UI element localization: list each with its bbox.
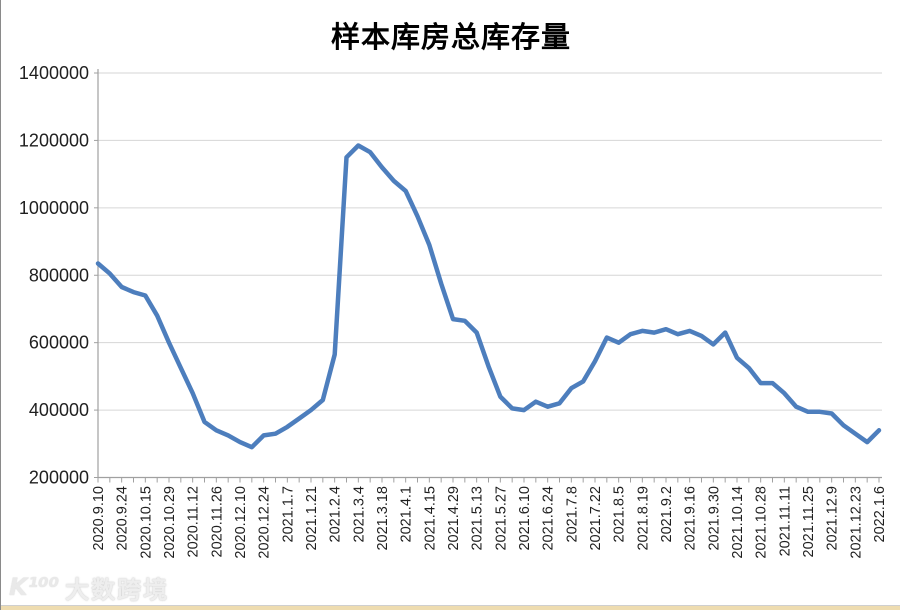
x-axis-label: 2020.11.12 — [186, 486, 202, 558]
x-axis-label: 2021.4.1 — [399, 486, 415, 542]
y-axis-label: 800000 — [29, 265, 89, 285]
x-axis-label: 2020.11.26 — [209, 486, 225, 558]
x-axis-ticks — [94, 72, 880, 483]
x-axis-label: 2020.12.10 — [233, 486, 249, 559]
x-axis-label: 2021.12.9 — [825, 486, 841, 551]
x-axis-label: 2021.3.18 — [375, 486, 391, 551]
x-axis-label: 2021.9.16 — [683, 486, 699, 551]
x-axis-label: 2021.8.19 — [635, 486, 651, 551]
x-axis-label: 2021.1.7 — [280, 486, 296, 542]
y-axis-label: 1200000 — [19, 130, 89, 150]
x-axis-label: 2021.7.22 — [588, 486, 604, 551]
x-axis-label: 2021.8.5 — [612, 486, 628, 542]
y-axis-label: 1400000 — [19, 63, 89, 83]
x-axis-label: 2021.6.24 — [541, 486, 557, 551]
x-axis-label: 2020.9.10 — [91, 486, 107, 551]
y-axis-label: 200000 — [29, 468, 89, 488]
x-axis-label: 2021.11.25 — [801, 486, 817, 558]
x-axis-label: 2021.3.4 — [351, 486, 367, 542]
x-axis-label: 2021.4.29 — [446, 486, 462, 551]
x-axis-label: 2021.9.2 — [659, 486, 675, 542]
x-axis-label: 2021.10.14 — [730, 486, 746, 559]
x-axis-label: 2021.5.13 — [470, 486, 486, 551]
x-axis-label: 2021.12.23 — [848, 486, 864, 559]
x-axis-label: 2021.10.28 — [754, 486, 770, 559]
x-axis-label: 2021.4.15 — [422, 486, 438, 551]
x-axis-label: 2021.5.27 — [493, 486, 509, 551]
inventory-trend-line — [95, 143, 882, 450]
x-axis-label: 2022.1.6 — [872, 486, 888, 542]
x-axis-label: 2021.9.30 — [706, 486, 722, 551]
x-axis-label: 2021.2.4 — [328, 486, 344, 542]
gridlines — [98, 72, 882, 478]
axes — [97, 69, 882, 479]
x-axis-labels: 2020.9.10 2020.9.24 2020.10.15 2020.10.29 20… — [91, 486, 888, 559]
x-axis-label: 2020.9.24 — [115, 486, 131, 551]
x-axis-label: 2020.12.24 — [257, 486, 273, 559]
x-axis-label: 2021.7.8 — [564, 486, 580, 542]
x-axis-label: 2020.10.29 — [162, 486, 178, 559]
y-axis-label: 1000000 — [19, 198, 89, 218]
y-axis-label: 400000 — [29, 400, 89, 420]
x-axis-label: 2021.6.10 — [517, 486, 533, 551]
x-axis-label: 2021.11.11 — [777, 486, 793, 556]
y-axis-label: 600000 — [29, 333, 89, 353]
y-axis-labels: 1400000 1200000 1000000 800000 600000 400000 2… — [19, 63, 89, 488]
x-axis-label: 2021.1.21 — [304, 486, 320, 551]
bottom-strip — [1, 605, 900, 610]
chart-title: 样本库房总库存量 — [330, 22, 571, 54]
x-axis-label: 2020.10.15 — [138, 486, 154, 559]
